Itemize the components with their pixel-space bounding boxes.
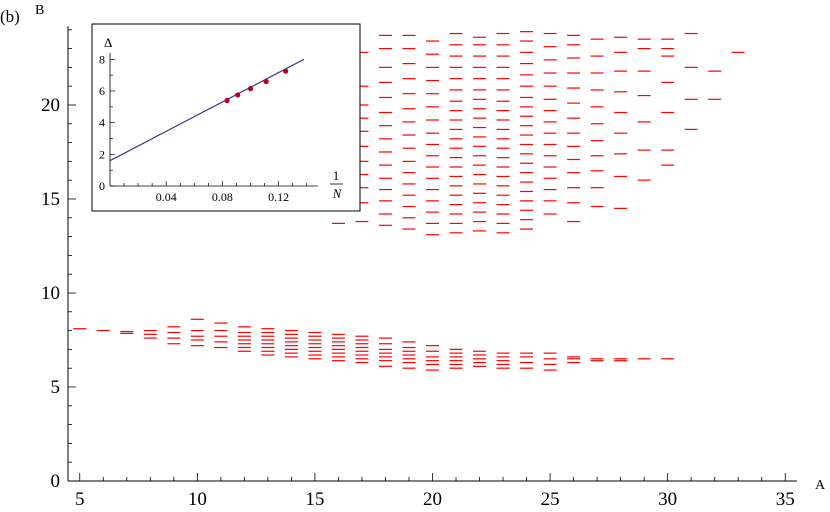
y-tick-label: 15: [41, 189, 60, 210]
inset-data-point: [224, 97, 230, 104]
inset-y-tick-label: 2: [99, 147, 105, 161]
inset-x-tick-label: 0.08: [212, 190, 233, 204]
x-tick-label: 15: [305, 489, 324, 510]
y-tick-label: 0: [51, 471, 61, 492]
inset-chart: 0 2 4 6 8 0.04 0.08 0.12 Δ 1 N: [91, 23, 361, 212]
inset-ticks: 0 2 4 6 8 0.04 0.08 0.12: [99, 52, 308, 204]
inset-points: [224, 68, 289, 104]
inset-y-axis-label: Δ: [104, 35, 112, 50]
inset-frame: [91, 23, 361, 212]
y-axis-label: B: [35, 3, 44, 18]
inset-fit-line: [109, 58, 305, 162]
x-tick-label: 30: [658, 489, 677, 510]
y-tick-label: 10: [41, 283, 60, 304]
inset-y-tick-label: 0: [99, 179, 105, 193]
inset-x-label-numerator: 1: [333, 168, 340, 183]
inset-x-label-denominator: N: [332, 186, 343, 201]
inset-data-point: [263, 78, 269, 85]
inset-x-tick-label: 0.12: [268, 190, 289, 204]
x-axis-label: A: [815, 478, 826, 493]
inset-y-tick-label: 8: [99, 52, 105, 66]
inset-data-point: [283, 68, 289, 74]
x-tick-label: 20: [423, 489, 442, 510]
y-tick-label: 5: [51, 377, 61, 398]
inset-x-tick-label: 0.04: [156, 190, 177, 204]
y-tick-label: 20: [41, 95, 60, 116]
inset-data-point: [235, 92, 241, 98]
inset-y-tick-label: 6: [99, 84, 105, 98]
x-tick-label: 25: [541, 489, 560, 510]
inset-data-point: [247, 86, 254, 92]
inset-y-tick-label: 4: [99, 116, 105, 130]
x-tick-label: 35: [776, 489, 795, 510]
panel-label: (b): [0, 7, 20, 26]
x-tick-label: 5: [75, 489, 85, 510]
x-tick-label: 10: [188, 489, 207, 510]
